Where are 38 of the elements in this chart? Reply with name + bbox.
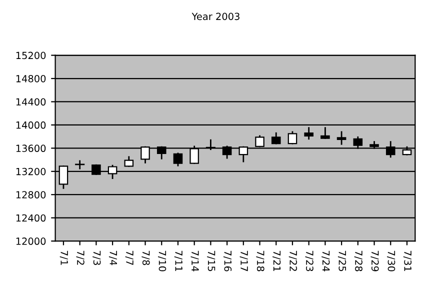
x-tick-label: 7/3 [92, 250, 101, 265]
candlestick [336, 131, 346, 145]
x-tick-label: 7/1 [60, 250, 68, 265]
x-tick-label: 7/16 [223, 250, 232, 272]
y-tick-label: 15200 [16, 52, 46, 60]
x-tick-label: 7/4 [108, 250, 117, 266]
y-tick-label: 14400 [16, 98, 46, 106]
y-tick-label: 12800 [16, 191, 46, 198]
y-tick-label: 12400 [16, 214, 46, 222]
x-tick-label: 7/7 [125, 250, 134, 265]
y-tick-label: 12000 [16, 238, 46, 245]
x-tick-label: 7/23 [305, 250, 314, 272]
x-tick-label: 7/10 [158, 250, 166, 272]
y-tick-label: 13600 [16, 144, 46, 152]
x-tick-label: 7/21 [272, 250, 281, 272]
x-tick-label: 7/15 [207, 250, 216, 272]
x-tick-label: 7/29 [370, 250, 379, 272]
chart-title: Year 2003 [192, 12, 240, 20]
x-tick-label: 7/18 [256, 250, 264, 272]
x-tick-label: 7/24 [322, 250, 330, 272]
x-tick-label: 7/2 [76, 250, 84, 265]
x-tick-label: 7/17 [240, 250, 248, 272]
candlestick [271, 132, 281, 144]
x-tick-label: 7/11 [174, 250, 182, 272]
candlestick [288, 131, 298, 144]
y-tick-label: 14800 [16, 74, 46, 82]
x-tick-label: 7/31 [403, 250, 412, 272]
candlestick [75, 160, 85, 170]
y-tick-label: 14000 [16, 121, 46, 129]
x-tick-label: 7/14 [190, 250, 199, 272]
y-tick-label: 13200 [16, 168, 46, 176]
candlestick [124, 156, 134, 167]
x-tick-label: 7/30 [387, 250, 396, 272]
x-tick-label: 7/28 [354, 250, 362, 272]
x-tick-label: 7/25 [338, 250, 346, 272]
x-tick-label: 7/8 [142, 250, 150, 266]
candlestick [173, 152, 183, 166]
x-tick-label: 7/22 [288, 250, 298, 271]
